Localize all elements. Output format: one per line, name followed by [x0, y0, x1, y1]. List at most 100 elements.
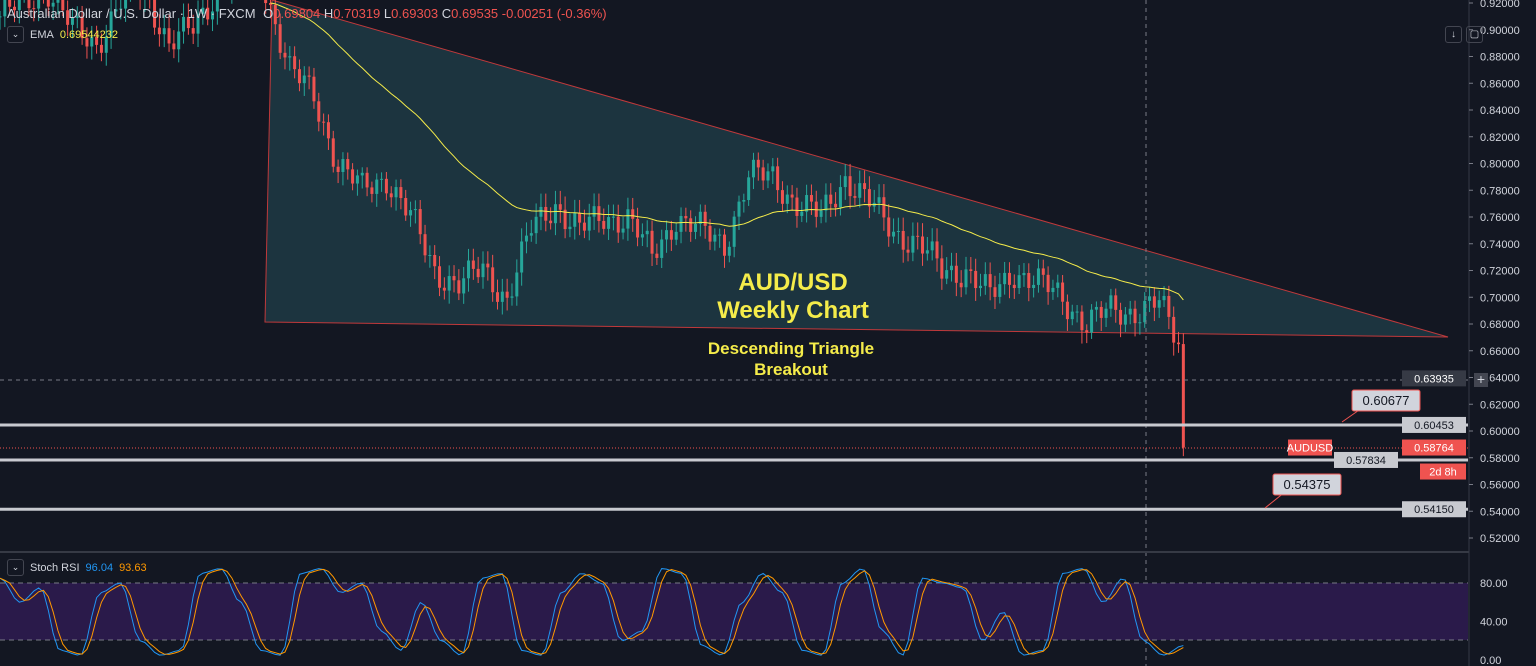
level-callout-1[interactable]: 0.60677: [1341, 389, 1421, 423]
candle: [896, 230, 900, 232]
candle: [906, 249, 910, 253]
candle: [771, 166, 775, 172]
candle: [442, 287, 446, 291]
candle: [592, 206, 596, 217]
candle: [157, 27, 161, 35]
interval[interactable]: 1W: [187, 6, 208, 21]
support-tag-2: [1334, 451, 1398, 468]
stoch-legend: ⌄ Stoch RSI 96.04 93.63: [7, 559, 147, 576]
candle: [660, 239, 664, 258]
candle: [534, 216, 538, 234]
y-tick-label: 0.88000: [1480, 52, 1520, 64]
candle: [1119, 309, 1123, 325]
candle: [1138, 322, 1142, 324]
candle: [1157, 300, 1161, 308]
candle: [809, 195, 813, 202]
candle: [66, 10, 70, 25]
candle: [70, 17, 74, 25]
y-tick-label: 0.72000: [1480, 266, 1520, 278]
descending-triangle[interactable]: [264, 0, 1449, 338]
annotation-title-1: AUD/USD: [738, 269, 847, 296]
candle: [824, 194, 828, 211]
candle: [447, 276, 451, 291]
plus-icon[interactable]: +: [1474, 372, 1488, 387]
candle: [51, 2, 55, 7]
candle: [302, 75, 306, 84]
candle: [61, 0, 65, 11]
candle: [901, 230, 905, 250]
candle: [964, 269, 968, 288]
symbol-name[interactable]: Australian Dollar / U.S. Dollar: [7, 6, 177, 21]
candle: [843, 176, 847, 188]
change-value: -0.00251 (-0.36%): [501, 6, 607, 21]
candle: [17, 0, 21, 11]
annotation-sub-1: Descending Triangle: [708, 339, 874, 358]
candle: [380, 178, 384, 180]
y-tick-label: 0.82000: [1480, 132, 1520, 144]
ema-value: 0.69544232: [59, 28, 118, 41]
candle: [834, 203, 838, 208]
support-tag-1: [1402, 416, 1466, 433]
candle: [553, 204, 557, 224]
candle: [1152, 296, 1156, 308]
candle: [153, 0, 157, 28]
candle: [211, 11, 215, 20]
maximize-icon[interactable]: ▢: [1466, 26, 1483, 43]
candle: [322, 121, 326, 123]
level-callout-2[interactable]: 0.54375: [1264, 473, 1342, 509]
chevron-down-icon[interactable]: ⌄: [7, 559, 24, 576]
candle: [959, 282, 963, 288]
candle: [370, 187, 374, 194]
candle: [75, 16, 79, 18]
candle: [723, 234, 726, 256]
candle: [978, 285, 982, 289]
candle: [37, 0, 41, 9]
candle: [718, 234, 722, 236]
candle: [1080, 311, 1084, 331]
y-tick-label: 0.70000: [1480, 292, 1520, 304]
candle: [85, 38, 89, 47]
candle: [829, 194, 833, 204]
candle: [911, 235, 915, 253]
candle: [1032, 284, 1036, 288]
y-tick-label: 0.92000: [1480, 0, 1520, 10]
candle: [196, 13, 200, 34]
candle: [679, 216, 683, 232]
candle: [983, 274, 987, 286]
candle: [312, 76, 316, 102]
candle: [814, 201, 818, 217]
candle: [993, 287, 997, 297]
candle: [1148, 296, 1152, 301]
candle: [1109, 295, 1113, 309]
candle: [1051, 287, 1055, 293]
candle: [684, 216, 688, 219]
candle: [974, 270, 978, 289]
chevron-down-icon[interactable]: ⌄: [7, 26, 24, 43]
y-tick-label: 0.86000: [1480, 78, 1520, 90]
candle: [935, 241, 939, 259]
candle: [988, 274, 992, 288]
candle: [544, 206, 548, 221]
y-tick-label: 0.64000: [1480, 373, 1520, 385]
annotation-sub-2: Breakout: [754, 360, 828, 379]
candle: [602, 220, 606, 229]
candle: [930, 241, 934, 251]
candle: [201, 7, 205, 14]
support-tag-3: [1402, 501, 1466, 518]
candle: [882, 197, 886, 218]
arrow-down-icon[interactable]: ↓: [1445, 26, 1462, 43]
candle: [766, 171, 770, 181]
candle: [742, 200, 746, 202]
candle: [558, 204, 562, 210]
y-tick-label: 0.76000: [1480, 212, 1520, 224]
y-tick-label: 0.74000: [1480, 239, 1520, 251]
candle: [761, 167, 765, 181]
candle: [268, 3, 272, 5]
candle: [515, 272, 519, 297]
candle: [336, 166, 340, 172]
ema-legend: ⌄ EMA 0.69544232: [7, 26, 118, 43]
stoch-band: [0, 583, 1468, 640]
candle: [853, 196, 857, 198]
candle: [669, 230, 673, 240]
